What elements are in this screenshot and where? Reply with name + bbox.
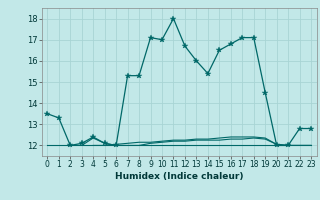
X-axis label: Humidex (Indice chaleur): Humidex (Indice chaleur) <box>115 172 244 181</box>
